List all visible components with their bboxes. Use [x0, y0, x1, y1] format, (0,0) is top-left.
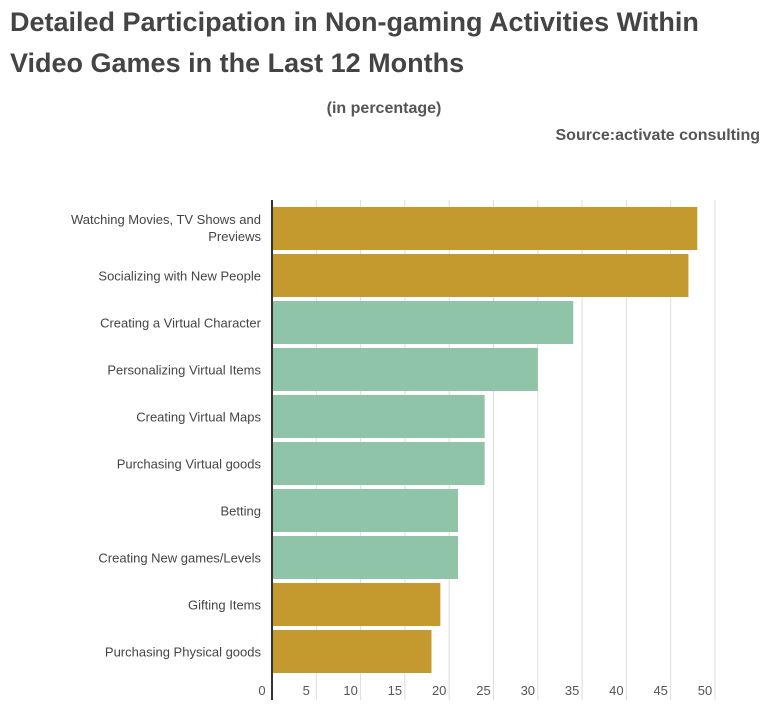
- x-tick-label: 45: [653, 683, 667, 698]
- x-tick-label: 35: [565, 683, 579, 698]
- x-tick-label: 50: [698, 683, 712, 698]
- bar: [272, 207, 698, 250]
- y-tick-label: Creating Virtual Maps: [136, 410, 261, 425]
- x-tick-label: 10: [343, 683, 357, 698]
- bar: [272, 489, 459, 532]
- bar: [272, 442, 485, 485]
- bar: [272, 583, 441, 626]
- y-tick-label: Creating a Virtual Character: [100, 316, 262, 331]
- bar: [272, 254, 689, 297]
- y-tick-label: Purchasing Virtual goods: [117, 457, 262, 472]
- chart-source: Source:activate consulting: [555, 127, 761, 144]
- y-tick-label: Watching Movies, TV Shows and Previews: [71, 212, 262, 244]
- x-tick-label: 15: [388, 683, 402, 698]
- y-tick-label: Gifting Items: [188, 598, 261, 613]
- x-tick-label: 0: [258, 683, 265, 698]
- bar: [272, 536, 459, 579]
- x-tick-label: 30: [521, 683, 535, 698]
- y-tick-label: Purchasing Physical goods: [105, 645, 262, 660]
- bar: [272, 395, 485, 438]
- x-tick-label: 25: [476, 683, 490, 698]
- bar: [272, 630, 432, 673]
- y-tick-label: Personalizing Virtual Items: [107, 363, 261, 378]
- bar: [272, 301, 574, 344]
- x-tick-label: 5: [303, 683, 310, 698]
- bar: [272, 348, 538, 391]
- chart-subtitle: (in percentage): [326, 100, 442, 117]
- y-tick-label: Betting: [221, 504, 261, 519]
- chart-title: Detailed Participation in Non-gaming Act…: [10, 7, 699, 78]
- y-tick-label: Socializing with New People: [98, 269, 261, 284]
- x-tick-label: 20: [432, 683, 446, 698]
- x-tick-label: 40: [609, 683, 623, 698]
- y-tick-label: Creating New games/Levels: [98, 551, 261, 566]
